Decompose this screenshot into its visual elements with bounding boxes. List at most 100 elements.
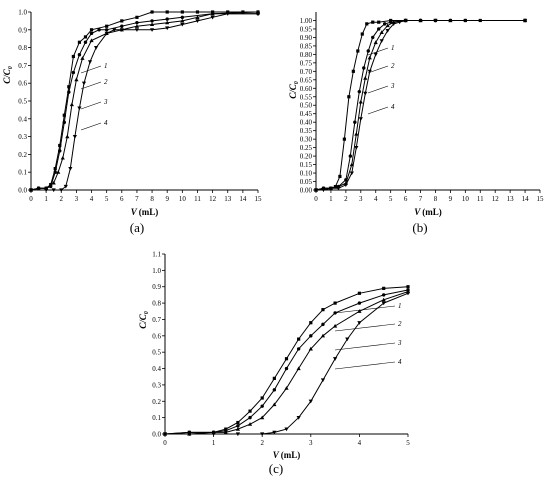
data-point [134,24,140,28]
data-point [83,40,88,44]
data-point [363,76,368,80]
data-point [87,60,93,64]
data-point [149,28,155,32]
data-point [134,28,140,32]
data-point [248,415,252,420]
data-point [308,399,313,404]
data-point [333,323,338,328]
y-tick-label: 0.75 [300,59,313,67]
data-point [59,188,64,193]
data-point [272,376,276,380]
x-tick-label: 9 [449,195,453,203]
y-tick-label: 0.2 [152,398,161,406]
data-point [272,388,277,392]
x-tick-label: 2 [60,195,64,203]
y-tick-label: 0.5 [18,98,27,106]
y-tick-label: 0.45 [300,110,313,118]
data-point [365,22,369,26]
y-tick-label: 0.0 [18,187,27,195]
data-point [53,170,57,174]
data-point [433,18,438,23]
series-label: 4 [104,119,108,127]
data-point [69,102,74,107]
data-point [180,18,185,23]
x-tick-label: 11 [477,195,484,203]
panel-label: (c) [269,461,283,476]
x-tick-label: 2 [260,439,264,447]
y-tick-label: 0.40 [300,119,313,127]
x-tick-label: 5 [389,195,393,203]
data-point [187,432,192,437]
y-tick-label: 0.10 [300,170,313,178]
y-axis-label: C/C0 [138,311,150,329]
x-tick-label: 4 [374,195,378,203]
data-point [379,39,384,43]
x-tick-label: 4 [90,195,94,203]
y-axis-label: C/C0 [2,66,14,84]
data-point [77,106,82,111]
y-tick-label: 0.4 [18,115,27,123]
data-point [77,40,82,44]
data-point [165,20,170,25]
data-point [104,28,109,32]
data-point [247,422,253,426]
data-point [356,49,360,53]
data-point [320,378,326,383]
y-tick-label: 0.80 [300,51,313,59]
series-line-3 [165,291,409,435]
x-tick-label: 13 [507,195,515,203]
data-point [36,186,41,190]
y-tick-label: 0.15 [300,161,313,169]
data-point [119,28,124,32]
data-point [353,120,357,124]
series-callout-line [80,81,102,90]
data-point [150,10,154,14]
data-point [71,70,76,75]
data-point [105,24,109,28]
data-point [195,19,200,23]
data-point [357,321,362,325]
data-point [65,134,70,139]
series-callout-line [80,122,102,131]
series-label: 3 [397,339,402,347]
y-tick-label: 0.3 [152,381,161,389]
data-point [381,301,386,306]
data-point [321,188,326,193]
data-point [89,31,94,36]
data-point [150,19,154,23]
series-label: 4 [398,358,402,366]
y-tick-label: 1.0 [152,267,161,275]
data-point [236,424,240,428]
x-tick-label: 5 [406,439,410,447]
x-tick-label: 1 [44,195,48,203]
data-point [104,31,109,36]
series-label: 3 [103,98,108,106]
series-callout-line [367,65,389,74]
x-tick-label: 9 [165,195,169,203]
data-point [71,54,75,59]
data-point [373,40,378,45]
x-tick-label: 1 [329,195,333,203]
x-tick-label: 7 [419,195,423,203]
series-line-3 [315,20,526,191]
data-point [362,66,366,70]
data-point [235,432,240,437]
series-label: 2 [104,78,108,86]
y-tick-label: 0.3 [18,133,27,141]
series-callout-line [367,106,389,115]
panel-label: (b) [412,220,427,235]
data-point [149,22,155,27]
data-point [165,26,170,31]
series-callout-line [334,305,396,314]
data-point [354,146,359,150]
data-point [284,357,289,361]
data-point [382,293,386,297]
data-point [357,291,361,295]
data-point [333,357,338,361]
data-point [363,91,368,96]
data-point [377,20,381,24]
data-point [351,69,355,73]
panel-b: 0 1 2 3 4 5 6 7 8 9 10 11 12 13 14 150.000.050.100.150.… [288,12,544,235]
x-tick-label: 12 [209,195,217,203]
